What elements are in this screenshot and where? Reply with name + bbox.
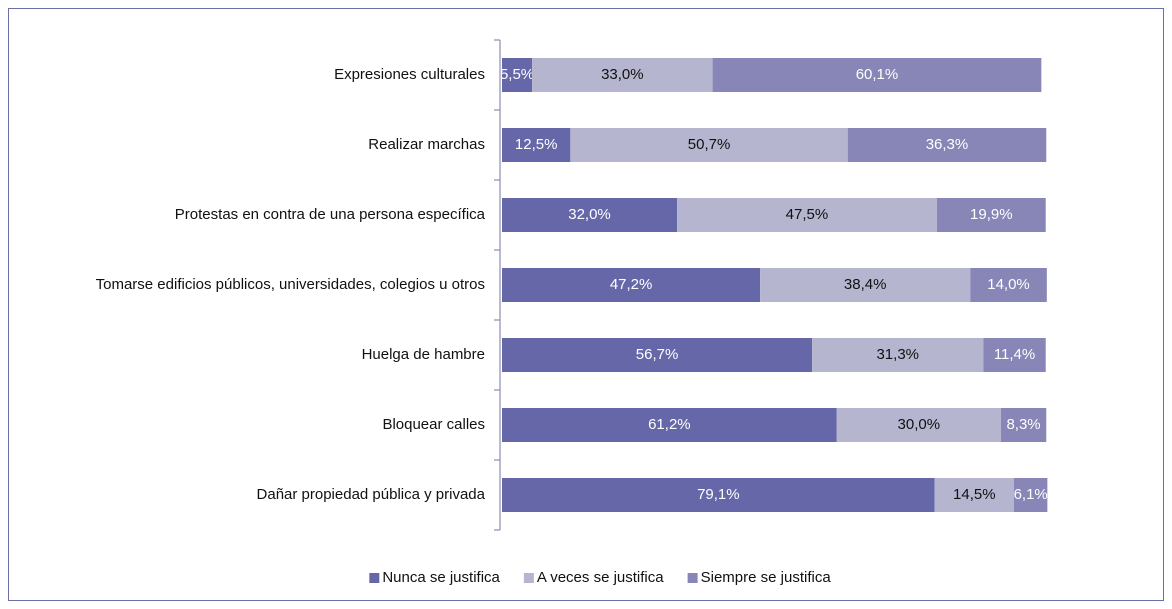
bar-segment bbox=[836, 408, 1001, 442]
bar-segment bbox=[502, 58, 533, 92]
value-label: 60,1% bbox=[856, 66, 899, 83]
value-label: 11,4% bbox=[994, 346, 1035, 363]
bar-segment bbox=[712, 58, 1042, 92]
bar-segment bbox=[812, 338, 984, 372]
value-label: 12,5% bbox=[515, 136, 558, 153]
value-label: 32,0% bbox=[568, 206, 611, 223]
bar-segment bbox=[1013, 478, 1048, 512]
bar-segment bbox=[760, 268, 971, 302]
bar-segment bbox=[502, 338, 813, 372]
value-label: 33,0% bbox=[601, 66, 644, 83]
value-label: 31,3% bbox=[876, 346, 919, 363]
bar-segment bbox=[502, 408, 837, 442]
bar-segment bbox=[502, 128, 571, 162]
bar-segment bbox=[502, 478, 935, 512]
category-label: Bloquear calles bbox=[382, 416, 485, 433]
category-label: Expresiones culturales bbox=[334, 66, 485, 83]
legend-swatch bbox=[523, 573, 534, 583]
category-label: Protestas en contra de una persona espec… bbox=[175, 206, 486, 223]
value-label: 5,5% bbox=[500, 66, 534, 83]
bar-segment bbox=[570, 128, 848, 162]
value-label: 47,2% bbox=[610, 276, 653, 293]
legend-label: Siempre se justifica bbox=[701, 569, 832, 586]
bar-segment bbox=[502, 198, 678, 232]
value-label: 8,3% bbox=[1006, 416, 1040, 433]
value-label: 56,7% bbox=[636, 346, 679, 363]
legend-swatch bbox=[369, 573, 380, 583]
bar-segment bbox=[1000, 408, 1047, 442]
category-label: Huelga de hambre bbox=[362, 346, 485, 363]
value-label: 47,5% bbox=[786, 206, 829, 223]
legend-swatch bbox=[687, 573, 698, 583]
bar-segment bbox=[983, 338, 1046, 372]
legend-label: Nunca se justifica bbox=[382, 569, 500, 586]
bar-segment bbox=[934, 478, 1014, 512]
value-label: 30,0% bbox=[898, 416, 941, 433]
bar-segment bbox=[970, 268, 1047, 302]
bar-segment bbox=[677, 198, 937, 232]
value-label: 14,0% bbox=[987, 276, 1030, 293]
value-label: 38,4% bbox=[844, 276, 887, 293]
value-label: 19,9% bbox=[970, 206, 1013, 223]
category-label: Realizar marchas bbox=[368, 136, 485, 153]
value-label: 14,5% bbox=[953, 486, 996, 503]
category-label: Tomarse edificios públicos, universidade… bbox=[96, 276, 485, 293]
bar-segment bbox=[532, 58, 713, 92]
value-label: 6,1% bbox=[1014, 486, 1048, 503]
category-label: Dañar propiedad pública y privada bbox=[257, 486, 486, 503]
bar-segment bbox=[502, 268, 761, 302]
value-label: 61,2% bbox=[648, 416, 691, 433]
value-label: 79,1% bbox=[697, 486, 740, 503]
bar-segment bbox=[847, 128, 1047, 162]
value-label: 50,7% bbox=[688, 136, 731, 153]
value-label: 36,3% bbox=[926, 136, 969, 153]
bar-segment bbox=[936, 198, 1046, 232]
legend-label: A veces se justifica bbox=[537, 569, 664, 586]
